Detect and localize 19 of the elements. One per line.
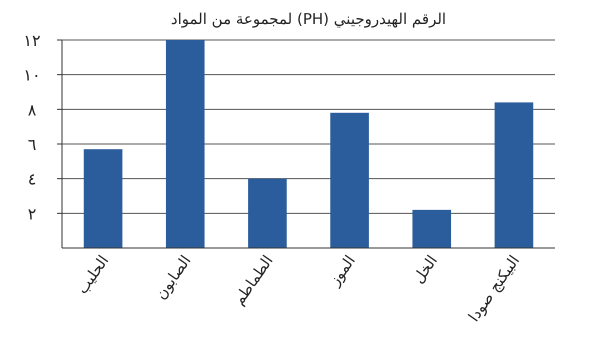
- x-tick-label: الخل: [409, 252, 442, 287]
- y-tick-label: ١٢: [23, 31, 41, 50]
- bar: [412, 210, 452, 248]
- x-tick-label: الحليب: [73, 252, 112, 298]
- y-tick-label: ٦: [28, 135, 36, 154]
- x-tick-label: الصابون: [152, 252, 195, 303]
- x-tick-label: الموز: [324, 252, 359, 290]
- y-tick-label: ٨: [28, 100, 37, 120]
- x-tick-label: الطماطم: [230, 252, 277, 308]
- bar: [330, 112, 369, 248]
- y-tick-label: ٤: [28, 170, 36, 189]
- bar: [494, 102, 534, 248]
- x-tick-label: البيكنج صودا: [464, 252, 524, 325]
- bar: [166, 40, 205, 248]
- bar: [248, 178, 287, 248]
- chart-title: الرقم الهيدروجيني (PH) لمجموعة من المواد: [170, 10, 446, 28]
- bar: [84, 149, 122, 248]
- y-tick-label: ١٠: [23, 66, 41, 85]
- y-tick-label: ٢: [28, 204, 36, 224]
